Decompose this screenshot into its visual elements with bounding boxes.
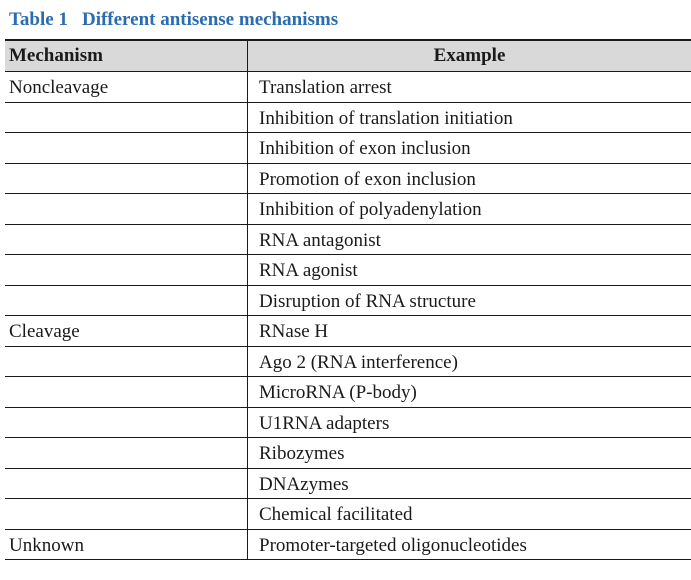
- example-cell: MicroRNA (P-body): [259, 382, 417, 403]
- mechanism-cell: [5, 224, 248, 254]
- example-cell: DNAzymes: [259, 473, 349, 495]
- mechanism-cell: [5, 468, 248, 498]
- example-cell: Chemical facilitated: [259, 504, 413, 525]
- mechanism-cell: [5, 377, 248, 407]
- table-row: Ribozymes: [5, 438, 691, 469]
- mechanism-cell: [5, 163, 248, 193]
- example-cell: RNA agonist: [259, 260, 358, 281]
- table-row: Promotion of exon inclusion: [5, 163, 691, 194]
- header-mechanism: Mechanism: [5, 41, 248, 71]
- mechanism-cell: [5, 499, 248, 529]
- example-cell: Inhibition of translation initiation: [259, 107, 513, 129]
- table-row: RNA antagonist: [5, 224, 691, 255]
- table-row: Ago 2 (RNA interference): [5, 346, 691, 377]
- example-cell: Translation arrest: [259, 77, 392, 98]
- example-cell: Inhibition of polyadenylation: [259, 199, 482, 220]
- mechanism-cell: [5, 133, 248, 163]
- table-row: Cleavage RNase H: [5, 316, 691, 347]
- table-caption: Table 1 Different antisense mechanisms: [9, 7, 338, 33]
- table-row: Inhibition of polyadenylation: [5, 194, 691, 225]
- table-row: Unknown Promoter-targeted oligonucleotide…: [5, 529, 691, 560]
- table-header-row: Mechanism Example: [5, 41, 691, 72]
- example-cell: U1RNA adapters: [259, 412, 390, 434]
- table-row: MicroRNA (P-body): [5, 377, 691, 408]
- example-cell: Disruption of RNA structure: [259, 290, 476, 312]
- mechanism-cell: [5, 346, 248, 376]
- table-row: Chemical facilitated: [5, 499, 691, 530]
- mechanism-cell: Cleavage: [5, 316, 248, 346]
- mechanism-cell: [5, 255, 248, 285]
- table-row: DNAzymes: [5, 468, 691, 499]
- table-row: Noncleavage Translation arrest: [5, 72, 691, 103]
- table-row: RNA agonist: [5, 255, 691, 286]
- mechanism-cell: [5, 285, 248, 315]
- example-cell: RNase H: [259, 321, 329, 342]
- mechanism-cell: Noncleavage: [5, 72, 248, 102]
- mechanism-cell: [5, 102, 248, 132]
- table-row: U1RNA adapters: [5, 407, 691, 438]
- antisense-mechanisms-table: Mechanism Example Noncleavage Translation…: [5, 39, 691, 560]
- example-cell: Inhibition of exon inclusion: [259, 138, 471, 159]
- example-cell: Promotion of exon inclusion: [259, 168, 476, 190]
- header-example: Example: [433, 45, 506, 66]
- mechanism-cell: [5, 194, 248, 224]
- table-number: Table 1: [9, 9, 68, 30]
- table-title: Different antisense mechanisms: [81, 9, 339, 30]
- mechanism-cell: Unknown: [5, 529, 248, 559]
- table-body: Noncleavage Translation arrest Inhibition …: [5, 72, 691, 560]
- mechanism-cell: [5, 407, 248, 437]
- example-cell: Promoter-targeted oligonucleotides: [259, 534, 527, 556]
- example-cell: Ago 2 (RNA interference): [259, 351, 458, 373]
- table-row: Disruption of RNA structure: [5, 285, 691, 316]
- mechanism-cell: [5, 438, 248, 468]
- table-row: Inhibition of exon inclusion: [5, 133, 691, 164]
- example-cell: RNA antagonist: [259, 229, 381, 251]
- table-row: Inhibition of translation initiation: [5, 102, 691, 133]
- example-cell: Ribozymes: [259, 443, 345, 464]
